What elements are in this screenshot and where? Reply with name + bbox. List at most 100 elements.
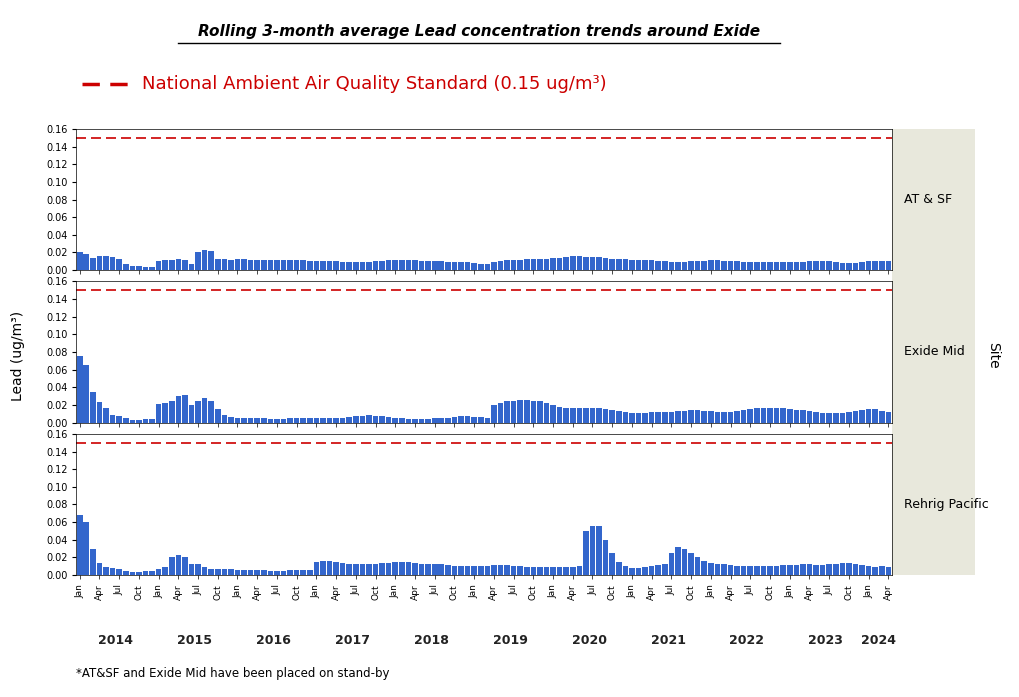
Bar — [820, 261, 825, 270]
Bar — [524, 567, 530, 575]
Bar — [491, 565, 496, 575]
Bar — [314, 261, 319, 270]
Bar — [255, 259, 260, 270]
Bar — [287, 261, 292, 270]
Bar — [392, 261, 398, 270]
Bar — [484, 264, 490, 270]
Bar — [741, 262, 747, 270]
Bar — [846, 412, 852, 422]
Bar — [676, 411, 681, 422]
Bar — [596, 526, 602, 575]
Bar — [333, 418, 339, 422]
Bar — [754, 566, 759, 575]
Bar — [445, 262, 450, 270]
Bar — [301, 569, 306, 575]
Text: Site: Site — [986, 342, 1001, 369]
Bar — [209, 251, 214, 270]
Bar — [491, 405, 496, 422]
Bar — [688, 411, 694, 422]
Bar — [221, 415, 227, 422]
Bar — [261, 418, 267, 422]
Bar — [787, 262, 793, 270]
Bar — [373, 415, 378, 422]
Bar — [432, 418, 437, 422]
Bar — [137, 572, 142, 575]
Bar — [879, 261, 884, 270]
Bar — [340, 262, 345, 270]
Bar — [787, 409, 793, 422]
Bar — [202, 398, 208, 422]
Bar — [182, 558, 187, 575]
Bar — [721, 412, 727, 422]
Bar — [721, 565, 727, 575]
Bar — [76, 252, 83, 270]
Bar — [708, 562, 713, 575]
Bar — [320, 261, 326, 270]
Bar — [419, 419, 424, 422]
Bar — [800, 565, 806, 575]
Bar — [307, 569, 313, 575]
Bar — [432, 565, 437, 575]
Bar — [550, 258, 555, 270]
Bar — [386, 418, 391, 422]
Bar — [879, 566, 884, 575]
Bar — [577, 256, 582, 270]
Bar — [609, 553, 615, 575]
Bar — [228, 569, 233, 575]
Bar — [872, 261, 878, 270]
Bar — [392, 562, 398, 575]
Bar — [360, 415, 365, 422]
Bar — [379, 562, 385, 575]
Bar — [872, 409, 878, 422]
Bar — [754, 408, 759, 422]
Bar — [293, 569, 300, 575]
Bar — [676, 262, 681, 270]
Bar — [583, 257, 589, 270]
Bar — [413, 419, 418, 422]
Bar — [156, 404, 161, 422]
Bar — [497, 403, 503, 422]
Bar — [511, 401, 517, 422]
Bar — [425, 261, 431, 270]
Bar — [735, 411, 740, 422]
Bar — [688, 261, 694, 270]
Bar — [629, 413, 635, 422]
Bar — [800, 262, 806, 270]
Bar — [248, 418, 254, 422]
Bar — [550, 567, 555, 575]
Bar — [564, 567, 569, 575]
Bar — [221, 259, 227, 270]
Bar — [695, 558, 700, 575]
Bar — [327, 418, 332, 422]
Bar — [682, 411, 688, 422]
Bar — [623, 259, 628, 270]
Bar — [577, 566, 582, 575]
Bar — [603, 539, 608, 575]
Text: National Ambient Air Quality Standard (0.15 ug/m³): National Ambient Air Quality Standard (0… — [142, 75, 606, 93]
Bar — [379, 261, 385, 270]
Text: 2020: 2020 — [572, 634, 606, 648]
Bar — [701, 561, 707, 575]
Bar — [169, 558, 174, 575]
Bar — [636, 568, 641, 575]
Bar — [478, 418, 484, 422]
Bar — [760, 408, 766, 422]
Bar — [110, 257, 115, 270]
Bar — [97, 256, 102, 270]
Bar — [859, 262, 865, 270]
Bar — [886, 261, 892, 270]
Bar — [807, 411, 812, 422]
Bar — [413, 562, 418, 575]
Bar — [353, 565, 359, 575]
Bar — [84, 254, 89, 270]
Bar — [590, 257, 595, 270]
Bar — [682, 262, 688, 270]
Bar — [234, 259, 240, 270]
Bar — [524, 259, 530, 270]
Bar — [76, 515, 83, 575]
Bar — [215, 259, 220, 270]
Text: Exide Mid: Exide Mid — [904, 346, 965, 358]
Bar — [655, 261, 661, 270]
Bar — [406, 261, 412, 270]
Bar — [333, 562, 339, 575]
